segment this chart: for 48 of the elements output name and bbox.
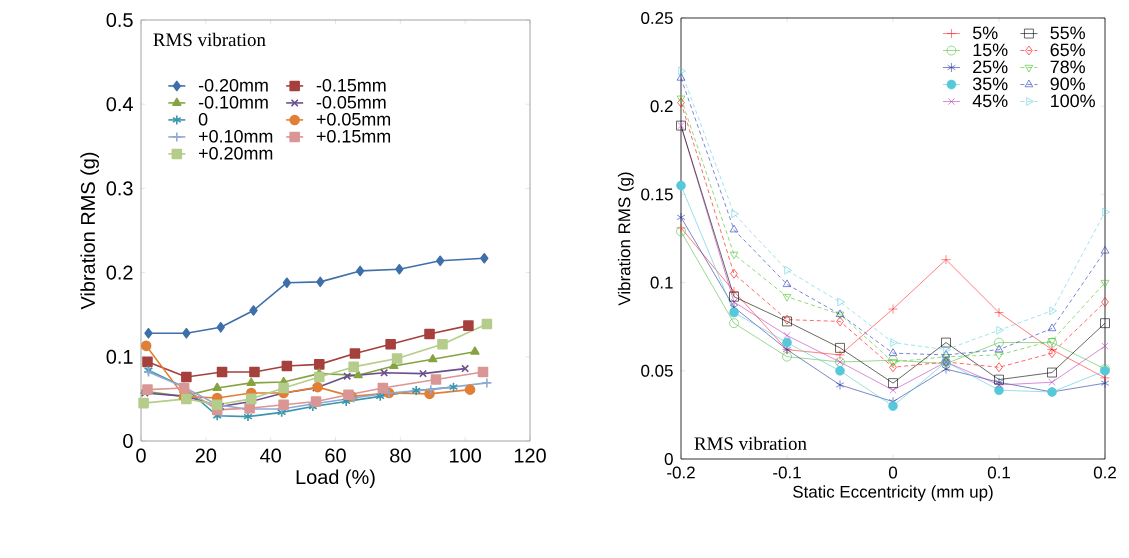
x-axis-title: Load (%) <box>296 469 375 489</box>
legend-label: 90% <box>1050 77 1085 91</box>
x-tick-label: 0 <box>136 448 146 463</box>
y-tick-label: 0.15 <box>641 188 673 201</box>
legend-label: -0.10mm <box>198 95 268 109</box>
x-tick-label: 120 <box>514 448 546 463</box>
x-axis-title: Static Eccentricity (mm up) <box>793 485 993 502</box>
x-tick-label: 40 <box>260 448 281 463</box>
x-tick-label: 60 <box>325 448 346 463</box>
y-tick-label: 0.05 <box>641 364 673 377</box>
y-tick-label: 0.4 <box>106 97 133 112</box>
y-tick-label: 0.1 <box>106 349 133 364</box>
y-tick-label: 0.2 <box>650 100 673 113</box>
y-axis-title: Vibration RMS (g) <box>617 172 634 306</box>
legend-label: 100% <box>1051 94 1095 108</box>
legend-label: 55% <box>1050 26 1085 40</box>
legend-label: 65% <box>1050 43 1085 57</box>
legend-label: +0.10mm <box>199 129 273 143</box>
x-tick-label: 0 <box>888 466 898 479</box>
legend-label: 0 <box>198 112 208 126</box>
legend-label: +0.15mm <box>316 129 391 143</box>
y-tick-label: 0.3 <box>106 181 133 196</box>
x-tick-label: -0.1 <box>773 466 801 479</box>
legend-label: -0.05mm <box>316 95 386 109</box>
y-tick-label: 0.1 <box>650 276 673 289</box>
legend-label: +0.05mm <box>316 112 391 126</box>
annotation: RMS vibration <box>694 436 807 450</box>
annotation: RMS vibration <box>153 32 266 47</box>
y-tick-label: 0.2 <box>106 265 133 280</box>
legend-label: -0.20mm <box>198 78 268 92</box>
legend-label: 15% <box>973 43 1008 57</box>
legend-label: 25% <box>973 60 1008 74</box>
legend-label: 45% <box>972 94 1008 108</box>
legend-label: 35% <box>972 77 1008 91</box>
x-tick-label: 0.2 <box>1093 466 1116 479</box>
legend-label: 78% <box>1050 60 1085 74</box>
legend-label: 5% <box>972 26 998 40</box>
y-tick-label: 0 <box>123 433 133 449</box>
x-tick-label: 80 <box>390 448 411 463</box>
y-tick-label: 0.5 <box>106 12 133 28</box>
x-tick-label: 0.1 <box>987 466 1010 479</box>
y-axis-title: Vibration RMS (g) <box>80 152 99 310</box>
x-tick-label: -0.2 <box>667 466 695 479</box>
legend-label: -0.15mm <box>316 78 386 92</box>
x-tick-label: 100 <box>450 448 481 463</box>
legend-label: +0.20mm <box>199 146 273 160</box>
y-tick-label: 0.25 <box>641 12 673 24</box>
x-tick-label: 20 <box>195 448 217 463</box>
